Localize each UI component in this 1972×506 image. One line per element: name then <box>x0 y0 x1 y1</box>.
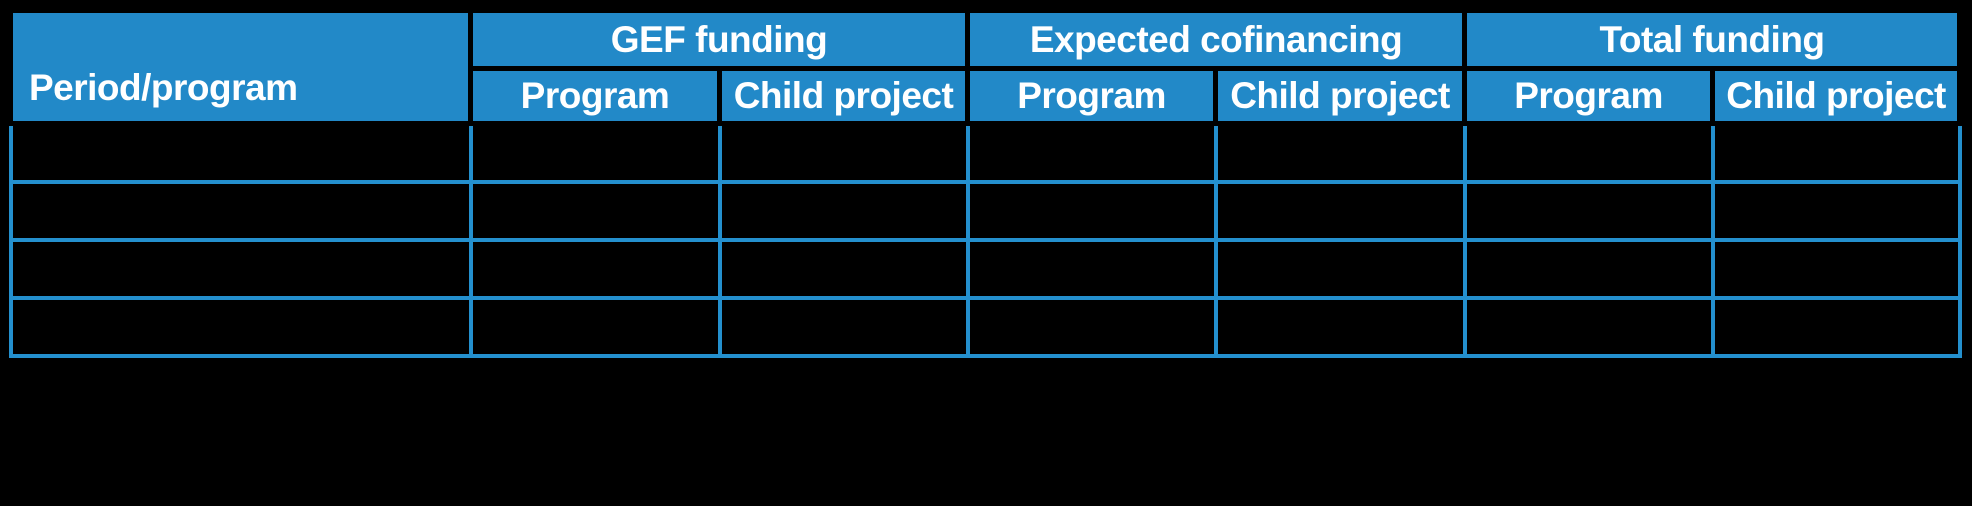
body-cell <box>8 121 473 184</box>
body-cell <box>1213 179 1467 242</box>
body-cell <box>8 237 473 300</box>
body-cell <box>965 295 1218 358</box>
column-header-cofinancing-program: Program <box>965 66 1219 126</box>
body-cell <box>1213 237 1467 300</box>
body-cell <box>1462 121 1715 184</box>
body-cell <box>717 179 970 242</box>
body-cell <box>8 179 473 242</box>
body-cell <box>1462 237 1715 300</box>
body-cell <box>468 295 722 358</box>
body-cell <box>965 237 1218 300</box>
funding-table: Period/program GEF funding Expected cofi… <box>8 8 1963 358</box>
body-cell <box>468 237 722 300</box>
column-header-cofinancing-child-project: Child project <box>1213 66 1468 126</box>
column-group-gef-funding: GEF funding <box>467 8 971 71</box>
body-cell <box>1710 179 1962 242</box>
body-cell <box>717 121 970 184</box>
sub-header-row: Program Child project Program Child proj… <box>11 66 1963 126</box>
body-cell <box>1710 237 1962 300</box>
table-row <box>8 121 1962 184</box>
body-cell <box>1213 295 1467 358</box>
body-cell <box>1710 295 1962 358</box>
column-header-period-program: Period/program <box>8 8 473 126</box>
table-header: Period/program GEF funding Expected cofi… <box>8 8 1963 126</box>
group-header-row: Period/program GEF funding Expected cofi… <box>8 8 1963 126</box>
body-cell <box>717 237 970 300</box>
table-row <box>8 179 1962 242</box>
column-header-gef-program: Program <box>468 66 722 126</box>
table-row <box>8 295 1962 358</box>
column-header-total-program: Program <box>1462 66 1716 126</box>
column-group-total-funding: Total funding <box>1462 8 1963 71</box>
body-cell <box>1462 295 1715 358</box>
body-cell <box>965 121 1218 184</box>
body-cell <box>717 295 970 358</box>
body-cell <box>468 179 722 242</box>
column-group-expected-cofinancing: Expected cofinancing <box>965 8 1468 71</box>
table-body <box>8 121 1962 358</box>
column-header-total-child-project: Child project <box>1710 66 1963 126</box>
body-cell <box>468 121 722 184</box>
column-header-gef-child-project: Child project <box>716 66 971 126</box>
body-cell <box>1213 121 1467 184</box>
body-cell <box>965 179 1218 242</box>
body-cell <box>1462 179 1715 242</box>
body-cell <box>1710 121 1962 184</box>
table-row <box>8 237 1962 300</box>
body-cell <box>8 295 473 358</box>
